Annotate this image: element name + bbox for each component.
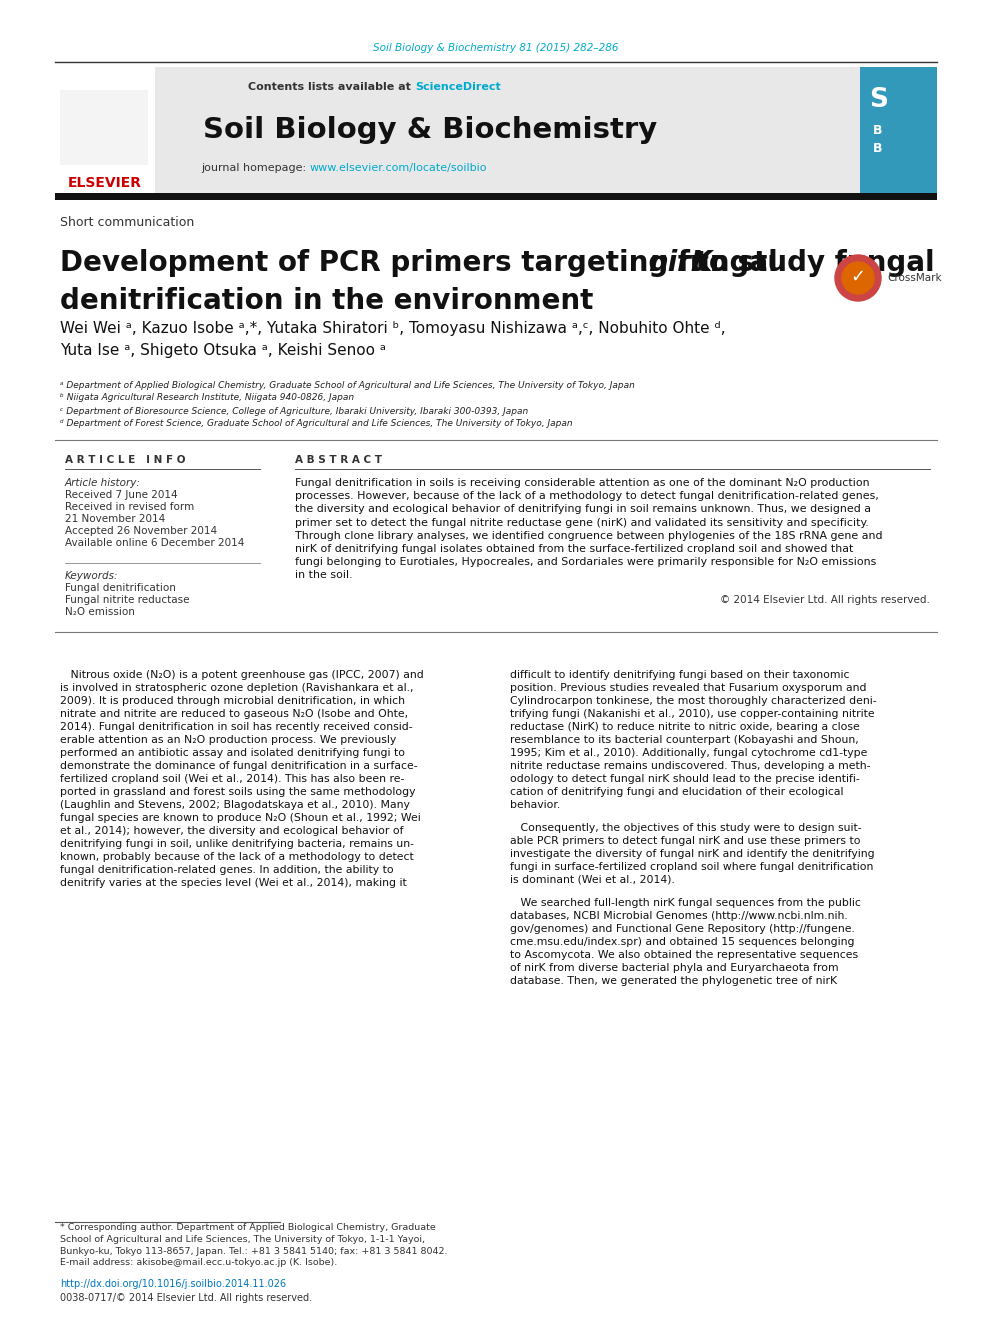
Text: fungi in surface-fertilized cropland soil where fungal denitrification: fungi in surface-fertilized cropland soi… [510,863,873,872]
Text: Received in revised form: Received in revised form [65,501,194,512]
Text: 2009). It is produced through microbial denitrification, in which: 2009). It is produced through microbial … [60,696,405,706]
Text: Through clone library analyses, we identified congruence between phylogenies of : Through clone library analyses, we ident… [295,531,883,541]
Text: ELSEVIER: ELSEVIER [68,176,142,191]
Text: 1995; Kim et al., 2010). Additionally, fungal cytochrome cd1-type: 1995; Kim et al., 2010). Additionally, f… [510,747,867,758]
Text: Fungal nitrite reductase: Fungal nitrite reductase [65,595,189,605]
Text: 2014). Fungal denitrification in soil has recently received consid-: 2014). Fungal denitrification in soil ha… [60,722,413,732]
Text: cme.msu.edu/index.spr) and obtained 15 sequences belonging: cme.msu.edu/index.spr) and obtained 15 s… [510,937,854,947]
Text: is dominant (Wei et al., 2014).: is dominant (Wei et al., 2014). [510,875,675,885]
Text: Fungal denitrification: Fungal denitrification [65,583,176,593]
Text: performed an antibiotic assay and isolated denitrifying fungi to: performed an antibiotic assay and isolat… [60,747,405,758]
Text: ported in grassland and forest soils using the same methodology: ported in grassland and forest soils usi… [60,787,416,796]
Text: S: S [869,87,888,112]
Text: known, probably because of the lack of a methodology to detect: known, probably because of the lack of a… [60,852,414,863]
Text: A R T I C L E   I N F O: A R T I C L E I N F O [65,455,186,464]
Text: demonstrate the dominance of fungal denitrification in a surface-: demonstrate the dominance of fungal deni… [60,761,418,771]
Text: N₂O emission: N₂O emission [65,607,135,617]
Text: erable attention as an N₂O production process. We previously: erable attention as an N₂O production pr… [60,736,396,745]
Text: E-mail address: akisobe@mail.ecc.u-tokyo.ac.jp (K. Isobe).: E-mail address: akisobe@mail.ecc.u-tokyo… [60,1258,337,1267]
Text: We searched full-length nirK fungal sequences from the public: We searched full-length nirK fungal sequ… [510,898,861,908]
Text: School of Agricultural and Life Sciences, The University of Tokyo, 1-1-1 Yayoi,: School of Agricultural and Life Sciences… [60,1234,425,1244]
Text: Short communication: Short communication [60,216,194,229]
Text: resemblance to its bacterial counterpart (Kobayashi and Shoun,: resemblance to its bacterial counterpart… [510,736,859,745]
Text: processes. However, because of the lack of a methodology to detect fungal denitr: processes. However, because of the lack … [295,491,879,501]
Text: CrossMark: CrossMark [887,273,941,283]
Text: ᵃ Department of Applied Biological Chemistry, Graduate School of Agricultural an: ᵃ Department of Applied Biological Chemi… [60,381,635,389]
Text: able PCR primers to detect fungal nirK and use these primers to: able PCR primers to detect fungal nirK a… [510,836,860,845]
Text: fungi belonging to Eurotiales, Hypocreales, and Sordariales were primarily respo: fungi belonging to Eurotiales, Hypocreal… [295,557,876,568]
Text: (Laughlin and Stevens, 2002; Blagodatskaya et al., 2010). Many: (Laughlin and Stevens, 2002; Blagodatska… [60,800,410,810]
Text: Consequently, the objectives of this study were to design suit-: Consequently, the objectives of this stu… [510,823,862,833]
Text: is involved in stratospheric ozone depletion (Ravishankara et al.,: is involved in stratospheric ozone deple… [60,683,414,693]
Text: fertilized cropland soil (Wei et al., 2014). This has also been re-: fertilized cropland soil (Wei et al., 20… [60,774,405,785]
Text: difficult to identify denitrifying fungi based on their taxonomic: difficult to identify denitrifying fungi… [510,669,849,680]
Text: Wei Wei ᵃ, Kazuo Isobe ᵃ,*, Yutaka Shiratori ᵇ, Tomoyasu Nishizawa ᵃ,ᶜ, Nobuhito: Wei Wei ᵃ, Kazuo Isobe ᵃ,*, Yutaka Shira… [60,320,725,336]
Text: denitrification in the environment: denitrification in the environment [60,287,593,315]
Text: Fungal denitrification in soils is receiving considerable attention as one of th: Fungal denitrification in soils is recei… [295,478,870,488]
Text: position. Previous studies revealed that Fusarium oxysporum and: position. Previous studies revealed that… [510,683,866,693]
Text: ✓: ✓ [850,269,866,286]
Text: Available online 6 December 2014: Available online 6 December 2014 [65,538,244,548]
Text: primer set to detect the fungal nitrite reductase gene (nirK) and validated its : primer set to detect the fungal nitrite … [295,517,869,528]
Text: in the soil.: in the soil. [295,570,352,581]
Text: trifying fungi (Nakanishi et al., 2010), use copper-containing nitrite: trifying fungi (Nakanishi et al., 2010),… [510,709,875,718]
Bar [55,67,937,194]
Text: Bunkyo-ku, Tokyo 113-8657, Japan. Tel.: +81 3 5841 5140; fax: +81 3 5841 8042.: Bunkyo-ku, Tokyo 113-8657, Japan. Tel.: … [60,1246,447,1256]
Text: the diversity and ecological behavior of denitrifying fungi in soil remains unkn: the diversity and ecological behavior of… [295,504,871,515]
Text: Nitrous oxide (N₂O) is a potent greenhouse gas (IPCC, 2007) and: Nitrous oxide (N₂O) is a potent greenhou… [60,669,424,680]
Text: Keywords:: Keywords: [65,572,118,581]
Bar [55,67,155,194]
Text: fungal denitrification-related genes. In addition, the ability to: fungal denitrification-related genes. In… [60,865,394,875]
Text: © 2014 Elsevier Ltd. All rights reserved.: © 2014 Elsevier Ltd. All rights reserved… [720,595,930,605]
Text: http://dx.doi.org/10.1016/j.soilbio.2014.11.026: http://dx.doi.org/10.1016/j.soilbio.2014… [60,1279,286,1289]
Text: reductase (NirK) to reduce nitrite to nitric oxide, bearing a close: reductase (NirK) to reduce nitrite to ni… [510,722,860,732]
Text: behavior.: behavior. [510,800,560,810]
Text: nitrate and nitrite are reduced to gaseous N₂O (Isobe and Ohte,: nitrate and nitrite are reduced to gaseo… [60,709,408,718]
Text: of nirK from diverse bacterial phyla and Euryarchaeota from: of nirK from diverse bacterial phyla and… [510,963,838,972]
Text: to study fungal: to study fungal [686,249,934,277]
Text: et al., 2014); however, the diversity and ecological behavior of: et al., 2014); however, the diversity an… [60,826,404,836]
Circle shape [835,255,881,302]
Bar [55,193,937,200]
Text: A B S T R A C T: A B S T R A C T [295,455,382,464]
Text: Yuta Ise ᵃ, Shigeto Otsuka ᵃ, Keishi Senoo ᵃ: Yuta Ise ᵃ, Shigeto Otsuka ᵃ, Keishi Sen… [60,343,386,357]
Text: investigate the diversity of fungal nirK and identify the denitrifying: investigate the diversity of fungal nirK… [510,849,875,859]
Text: 0038-0717/© 2014 Elsevier Ltd. All rights reserved.: 0038-0717/© 2014 Elsevier Ltd. All right… [60,1293,312,1303]
Text: ScienceDirect: ScienceDirect [415,82,501,93]
Text: nirK of denitrifying fungal isolates obtained from the surface-fertilized cropla: nirK of denitrifying fungal isolates obt… [295,544,853,554]
Text: odology to detect fungal nirK should lead to the precise identifi-: odology to detect fungal nirK should lea… [510,774,860,785]
Text: database. Then, we generated the phylogenetic tree of nirK: database. Then, we generated the phyloge… [510,976,837,986]
Text: ᵈ Department of Forest Science, Graduate School of Agricultural and Life Science: ᵈ Department of Forest Science, Graduate… [60,419,572,429]
Text: fungal species are known to produce N₂O (Shoun et al., 1992; Wei: fungal species are known to produce N₂O … [60,814,421,823]
Text: Received 7 June 2014: Received 7 June 2014 [65,490,178,500]
Text: ᶜ Department of Bioresource Science, College of Agriculture, Ibaraki University,: ᶜ Department of Bioresource Science, Col… [60,406,529,415]
Text: ᵇ Niigata Agricultural Research Institute, Niigata 940-0826, Japan: ᵇ Niigata Agricultural Research Institut… [60,393,354,402]
Text: 21 November 2014: 21 November 2014 [65,515,166,524]
Text: journal homepage:: journal homepage: [201,163,310,173]
Text: Soil Biology & Biochemistry: Soil Biology & Biochemistry [203,116,657,144]
Text: * Corresponding author. Department of Applied Biological Chemistry, Graduate: * Corresponding author. Department of Ap… [60,1224,435,1233]
Text: Development of PCR primers targeting fungal: Development of PCR primers targeting fun… [60,249,788,277]
Text: to Ascomycota. We also obtained the representative sequences: to Ascomycota. We also obtained the repr… [510,950,858,960]
Text: nitrite reductase remains undiscovered. Thus, developing a meth-: nitrite reductase remains undiscovered. … [510,761,871,771]
Text: Cylindrocarpon tonkinese, the most thoroughly characterized deni-: Cylindrocarpon tonkinese, the most thoro… [510,696,877,706]
Text: gov/genomes) and Functional Gene Repository (http://fungene.: gov/genomes) and Functional Gene Reposit… [510,923,855,934]
Text: Soil Biology & Biochemistry 81 (2015) 282–286: Soil Biology & Biochemistry 81 (2015) 28… [373,44,619,53]
Text: B: B [873,123,883,136]
Text: Accepted 26 November 2014: Accepted 26 November 2014 [65,527,217,536]
Text: denitrify varies at the species level (Wei et al., 2014), making it: denitrify varies at the species level (W… [60,878,407,888]
Text: denitrifying fungi in soil, unlike denitrifying bacteria, remains un-: denitrifying fungi in soil, unlike denit… [60,839,414,849]
Text: B: B [873,142,883,155]
Text: cation of denitrifying fungi and elucidation of their ecological: cation of denitrifying fungi and elucida… [510,787,843,796]
Text: www.elsevier.com/locate/soilbio: www.elsevier.com/locate/soilbio [310,163,487,173]
Bar [860,67,937,194]
Text: databases, NCBI Microbial Genomes (http://www.ncbi.nlm.nih.: databases, NCBI Microbial Genomes (http:… [510,912,848,921]
Circle shape [842,262,874,294]
Text: Article history:: Article history: [65,478,141,488]
Text: Contents lists available at: Contents lists available at [248,82,415,93]
Text: nirK: nirK [648,249,712,277]
Bar [155,67,837,194]
Bar [60,90,148,165]
